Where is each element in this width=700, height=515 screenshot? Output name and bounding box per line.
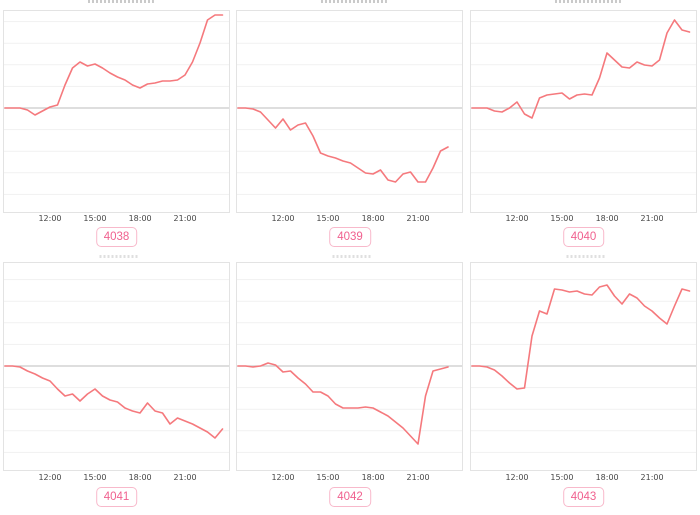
- x-tick-label: 15:00: [550, 214, 574, 223]
- x-axis: 12:00 15:00 18:00 21:00: [236, 473, 463, 485]
- chart-title-clipped: [320, 0, 387, 3]
- x-tick-label: 18:00: [361, 473, 385, 482]
- x-tick-label: 15:00: [83, 473, 107, 482]
- x-tick-label: 12:00: [271, 473, 295, 482]
- chart-id-button-4039[interactable]: 4039: [329, 227, 371, 248]
- x-tick-label: 21:00: [406, 473, 430, 482]
- x-tick-label: 15:00: [550, 473, 574, 482]
- x-tick-label: 12:00: [38, 473, 62, 482]
- x-axis: 12:00 15:00 18:00 21:00: [3, 214, 230, 226]
- chart-cell-4041: 12:00 15:00 18:00 21:00 4041: [0, 255, 233, 515]
- x-tick-label: 18:00: [128, 473, 152, 482]
- line-chart-4038: [3, 10, 230, 213]
- x-tick-label: 12:00: [505, 473, 529, 482]
- line-chart-4040: [470, 10, 697, 213]
- x-tick-label: 18:00: [595, 214, 619, 223]
- x-tick-label: 15:00: [316, 214, 340, 223]
- x-tick-label: 12:00: [505, 214, 529, 223]
- chart-title-clipped: [87, 0, 154, 3]
- chart-id-button-4043[interactable]: 4043: [562, 487, 605, 508]
- x-axis: 12:00 15:00 18:00 21:00: [470, 214, 697, 226]
- chart-title-clipped: [332, 255, 373, 258]
- x-axis: 12:00 15:00 18:00 21:00: [236, 214, 463, 226]
- line-chart-4043: [470, 262, 697, 471]
- x-tick-label: 18:00: [361, 214, 385, 223]
- x-axis: 12:00 15:00 18:00 21:00: [470, 473, 697, 485]
- x-tick-label: 18:00: [595, 473, 619, 482]
- x-axis: 12:00 15:00 18:00 21:00: [3, 473, 230, 485]
- chart-id-button-4038[interactable]: 4038: [95, 227, 138, 248]
- chart-cell-4039: 12:00 15:00 18:00 21:00 4039: [233, 0, 467, 255]
- x-tick-label: 12:00: [38, 214, 62, 223]
- line-chart-4042: [236, 262, 463, 471]
- x-tick-label: 21:00: [173, 214, 197, 223]
- chart-id-button-4042[interactable]: 4042: [329, 487, 371, 508]
- x-tick-label: 15:00: [83, 214, 107, 223]
- x-tick-label: 21:00: [406, 214, 430, 223]
- chart-title-clipped: [98, 255, 139, 258]
- chart-cell-4042: 12:00 15:00 18:00 21:00 4042: [233, 255, 467, 515]
- x-tick-label: 21:00: [640, 214, 664, 223]
- line-chart-4039: [236, 10, 463, 213]
- chart-cell-4043: 12:00 15:00 18:00 21:00 4043: [467, 255, 700, 515]
- chart-id-button-4040[interactable]: 4040: [562, 227, 605, 248]
- x-tick-label: 21:00: [640, 473, 664, 482]
- x-tick-label: 18:00: [128, 214, 152, 223]
- chart-id-button-4041[interactable]: 4041: [95, 487, 138, 508]
- chart-cell-4038: 12:00 15:00 18:00 21:00 4038: [0, 0, 233, 255]
- chart-cell-4040: 12:00 15:00 18:00 21:00 4040: [467, 0, 700, 255]
- chart-title-clipped: [565, 255, 606, 258]
- x-tick-label: 12:00: [271, 214, 295, 223]
- x-tick-label: 21:00: [173, 473, 197, 482]
- x-tick-label: 15:00: [316, 473, 340, 482]
- line-chart-4041: [3, 262, 230, 471]
- chart-title-clipped: [554, 0, 621, 3]
